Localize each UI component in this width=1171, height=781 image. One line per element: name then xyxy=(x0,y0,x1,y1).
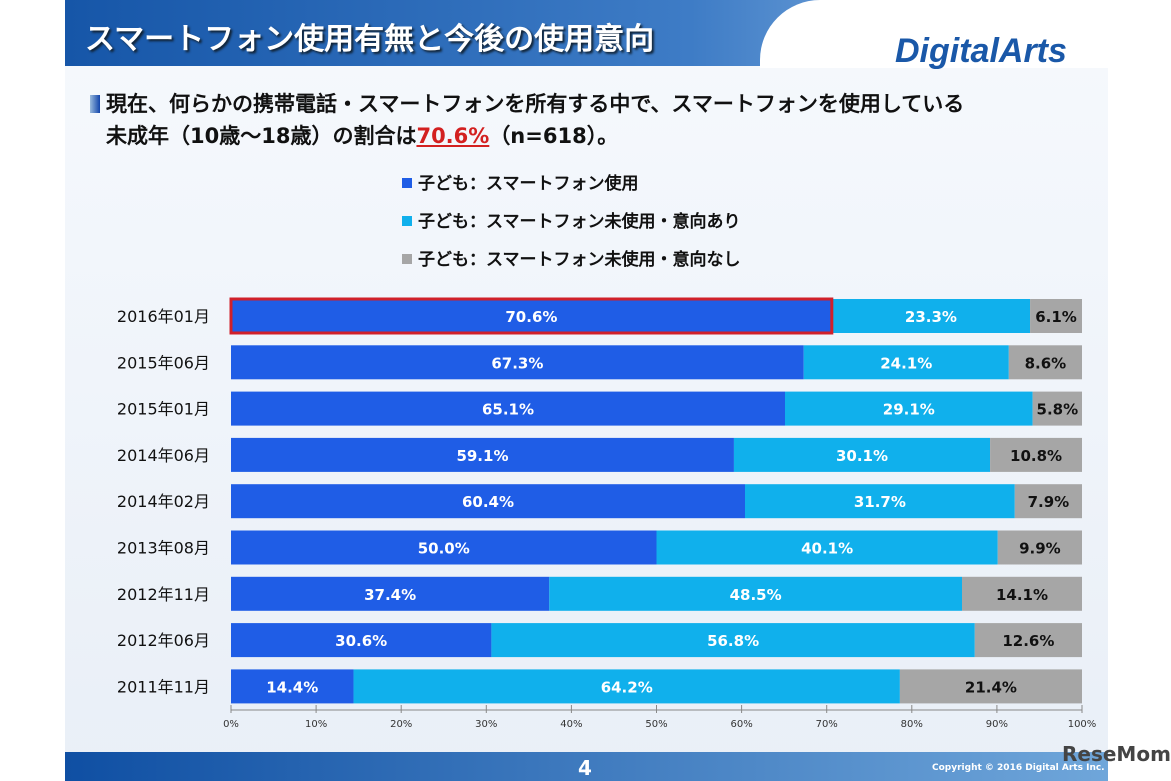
bar-segment xyxy=(899,669,1082,704)
bar-segment xyxy=(1008,345,1082,380)
data-label: 56.8% xyxy=(707,632,759,650)
data-label: 14.4% xyxy=(266,678,318,696)
x-tick-label: 20% xyxy=(390,719,412,730)
page-title: スマートフォン使用有無と今後の使用意向 xyxy=(85,22,655,57)
bar-segment xyxy=(997,530,1082,565)
bar-segment xyxy=(353,669,900,704)
data-label: 7.9% xyxy=(1028,493,1070,511)
category-label: 2013年08月 xyxy=(117,539,210,558)
data-label: 8.6% xyxy=(1025,354,1067,372)
bar-segment xyxy=(231,437,734,472)
data-label: 30.6% xyxy=(335,632,387,650)
legend-label: 子ども：スマートフォン未使用・意向あり xyxy=(418,211,741,232)
data-label: 60.4% xyxy=(462,493,514,511)
x-tick-label: 60% xyxy=(730,719,752,730)
data-label: 67.3% xyxy=(491,354,543,372)
bar-segment xyxy=(231,484,746,519)
summary-line1: 現在、何らかの携帯電話・スマートフォンを所有する中で、スマートフォンを使用してい… xyxy=(106,92,965,116)
bar-segment xyxy=(231,576,550,611)
digitalarts-logo: DigitalArts xyxy=(895,32,1067,70)
bar-segment xyxy=(831,299,1031,333)
summary-line2: 未成年（10歳～18歳）の割合は xyxy=(106,124,417,148)
bar-segment xyxy=(491,623,975,658)
category-label: 2012年11月 xyxy=(117,585,210,604)
bar-segment xyxy=(733,437,991,472)
header-curve xyxy=(760,0,1120,68)
x-tick-label: 70% xyxy=(816,719,838,730)
copyright: Copyright © 2016 Digital Arts Inc. xyxy=(932,763,1105,773)
legend-swatch xyxy=(402,178,412,188)
category-label: 2015年06月 xyxy=(117,353,210,372)
data-label: 31.7% xyxy=(854,493,906,511)
data-label: 10.8% xyxy=(1010,447,1062,465)
legend-swatch xyxy=(402,216,412,226)
bar-segment xyxy=(1032,391,1082,426)
bar-segment xyxy=(231,345,804,380)
x-tick-label: 80% xyxy=(901,719,923,730)
data-label: 24.1% xyxy=(880,354,932,372)
data-label: 40.1% xyxy=(801,540,853,558)
x-tick-label: 40% xyxy=(560,719,582,730)
bar-segment xyxy=(231,669,354,704)
data-label: 50.0% xyxy=(418,540,470,558)
x-tick-label: 50% xyxy=(645,719,667,730)
data-label: 30.1% xyxy=(836,447,888,465)
legend-label: 子ども：スマートフォン未使用・意向なし xyxy=(418,249,741,270)
data-label: 59.1% xyxy=(456,447,508,465)
bar-segment xyxy=(549,576,963,611)
bar-segment xyxy=(803,345,1009,380)
bar-segment xyxy=(231,623,492,658)
data-label: 64.2% xyxy=(601,678,653,696)
bar-segment xyxy=(990,437,1082,472)
bar-segment xyxy=(231,530,657,565)
summary-text: 現在、何らかの携帯電話・スマートフォンを所有する中で、スマートフォンを使用してい… xyxy=(90,88,964,152)
bar-segment xyxy=(656,530,998,565)
data-label: 23.3% xyxy=(905,308,957,326)
resemom-watermark: ReseMom xyxy=(1062,742,1171,766)
data-label: 6.1% xyxy=(1035,308,1077,326)
bar-segment xyxy=(974,623,1082,658)
x-tick-label: 10% xyxy=(305,719,327,730)
data-label: 48.5% xyxy=(730,586,782,604)
data-label: 9.9% xyxy=(1019,540,1061,558)
bar-segment xyxy=(231,299,832,333)
page-number: 4 xyxy=(578,756,592,780)
legend-swatch xyxy=(402,254,412,264)
category-label: 2015年01月 xyxy=(117,400,210,419)
bar-segment xyxy=(785,391,1033,426)
category-label: 2016年01月 xyxy=(117,307,210,326)
legend-label: 子ども：スマートフォン使用 xyxy=(418,173,639,194)
data-label: 65.1% xyxy=(482,401,534,419)
data-label: 29.1% xyxy=(883,401,935,419)
bar-segment xyxy=(1030,299,1082,333)
bar-segment xyxy=(962,576,1082,611)
bar-segment xyxy=(1014,484,1082,519)
x-tick-label: 100% xyxy=(1068,719,1097,730)
x-tick-label: 90% xyxy=(986,719,1008,730)
data-label: 12.6% xyxy=(1002,632,1054,650)
category-label: 2014年06月 xyxy=(117,446,210,465)
summary-n: （n=618）。 xyxy=(489,124,619,148)
category-label: 2014年02月 xyxy=(117,492,210,511)
data-label: 5.8% xyxy=(1037,401,1079,419)
footer-bar xyxy=(65,752,1108,781)
highlight-border xyxy=(229,297,834,335)
category-label: 2012年06月 xyxy=(117,631,210,650)
summary-highlight: 70.6% xyxy=(416,124,490,148)
data-label: 70.6% xyxy=(505,308,557,326)
data-label: 14.1% xyxy=(996,586,1048,604)
x-tick-label: 30% xyxy=(475,719,497,730)
category-label: 2011年11月 xyxy=(117,677,210,696)
data-label: 37.4% xyxy=(364,586,416,604)
bar-segment xyxy=(231,391,786,426)
x-tick-label: 0% xyxy=(223,719,239,730)
bullet-icon xyxy=(90,95,100,113)
bar-segment xyxy=(745,484,1015,519)
data-label: 21.4% xyxy=(965,678,1017,696)
